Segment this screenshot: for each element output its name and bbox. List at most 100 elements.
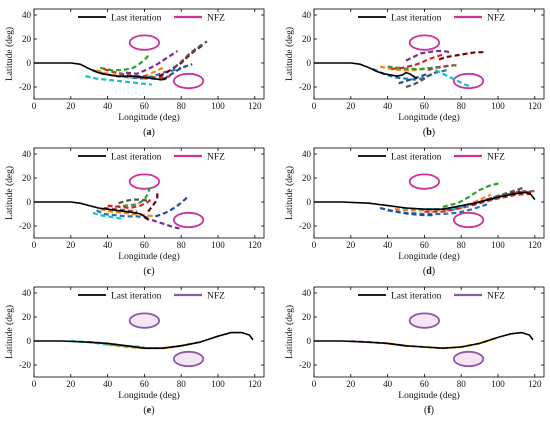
panel-label: (f) bbox=[424, 405, 434, 416]
panel-label-letter: c bbox=[147, 266, 152, 277]
y-axis-label: Latitude (deg) bbox=[284, 27, 295, 81]
y-tick-label: -20 bbox=[299, 82, 311, 92]
last-iteration-line bbox=[34, 62, 167, 81]
panel-label-paren: ) bbox=[431, 405, 434, 416]
panel-label-letter: d bbox=[426, 266, 432, 277]
axes-frame bbox=[313, 147, 545, 239]
axes-frame bbox=[313, 286, 545, 378]
panel-label-paren: ) bbox=[151, 266, 154, 277]
iteration-line bbox=[92, 211, 123, 220]
iteration-line bbox=[438, 51, 484, 61]
iteration-line bbox=[96, 209, 149, 219]
iteration-line bbox=[85, 75, 152, 86]
nfz-ellipse bbox=[128, 173, 161, 190]
x-tick-label: 60 bbox=[420, 379, 430, 389]
y-tick-label: 20 bbox=[22, 312, 32, 322]
x-tick-label: 80 bbox=[177, 101, 187, 111]
legend-label-last-iteration: Last iteration bbox=[391, 14, 442, 24]
panel-label-paren: ) bbox=[152, 127, 155, 138]
legend: Last iteration NFZ bbox=[358, 14, 505, 24]
x-tick-label: 60 bbox=[420, 240, 430, 250]
y-tick-label: 0 bbox=[307, 58, 312, 68]
y-axis-label: Latitude (deg) bbox=[284, 305, 295, 359]
legend-label-last-iteration: Last iteration bbox=[111, 153, 162, 163]
y-tick-label: 40 bbox=[302, 10, 312, 20]
panel-label-letter: e bbox=[147, 405, 152, 416]
x-tick-label: 60 bbox=[420, 101, 430, 111]
x-tick-label: 40 bbox=[383, 240, 393, 250]
trajectories bbox=[314, 49, 484, 89]
legend-label-last-iteration: Last iteration bbox=[111, 14, 162, 24]
legend: Last iteration NFZ bbox=[358, 153, 505, 163]
panel-label: (d) bbox=[423, 266, 435, 277]
trajectories bbox=[34, 40, 208, 86]
iteration-line bbox=[427, 64, 458, 72]
axes-frame bbox=[33, 147, 265, 239]
x-tick-label: 40 bbox=[103, 379, 113, 389]
iteration-line bbox=[118, 198, 149, 205]
y-tick-label: 40 bbox=[22, 10, 32, 20]
x-tick-label: 120 bbox=[248, 101, 262, 111]
y-tick-label: -20 bbox=[19, 82, 31, 92]
x-tick-label: 0 bbox=[32, 101, 37, 111]
iteration-line bbox=[114, 187, 151, 208]
panel-label-paren: ) bbox=[432, 266, 435, 277]
x-tick-label: 80 bbox=[457, 379, 467, 389]
y-tick-label: 40 bbox=[22, 149, 32, 159]
y-tick-label: 40 bbox=[302, 288, 312, 298]
panel-label-paren: ) bbox=[151, 405, 154, 416]
legend: Last iteration NFZ bbox=[78, 153, 225, 163]
legend: Last iteration NFZ bbox=[358, 292, 505, 302]
panel-label-paren: ( bbox=[424, 405, 428, 416]
panel-label-letter: f bbox=[427, 405, 431, 416]
nfz-ellipse bbox=[408, 34, 441, 51]
iteration-line bbox=[372, 67, 447, 81]
y-tick-label: -20 bbox=[19, 360, 31, 370]
x-tick-label: 20 bbox=[66, 379, 76, 389]
trajectories bbox=[34, 331, 254, 350]
x-tick-label: 40 bbox=[383, 379, 393, 389]
y-tick-label: 20 bbox=[22, 173, 32, 183]
iteration-line bbox=[144, 216, 180, 230]
iteration-line bbox=[434, 69, 473, 89]
iteration-line bbox=[162, 63, 193, 81]
x-tick-label: 100 bbox=[491, 379, 505, 389]
iteration-line bbox=[387, 64, 454, 71]
y-tick-label: -20 bbox=[19, 221, 31, 231]
axes-frame bbox=[313, 8, 545, 100]
panel-label-letter: a bbox=[147, 127, 152, 138]
legend-label-nfz: NFZ bbox=[207, 292, 225, 302]
x-tick-label: 120 bbox=[528, 379, 542, 389]
x-tick-label: 20 bbox=[346, 240, 356, 250]
nfz-ellipse bbox=[452, 350, 485, 368]
iteration-line bbox=[405, 71, 436, 89]
y-tick-label: -20 bbox=[299, 221, 311, 231]
x-axis-label: Longitude (deg) bbox=[118, 112, 179, 123]
x-tick-label: 40 bbox=[103, 101, 113, 111]
iteration-line bbox=[424, 192, 532, 213]
y-tick-label: 40 bbox=[22, 288, 32, 298]
y-tick-label: 0 bbox=[27, 336, 32, 346]
x-tick-label: 100 bbox=[491, 101, 505, 111]
x-tick-label: 80 bbox=[177, 379, 187, 389]
x-tick-label: 20 bbox=[66, 240, 76, 250]
y-tick-label: 20 bbox=[302, 34, 312, 44]
nfz-ellipse bbox=[452, 211, 485, 229]
x-tick-label: 80 bbox=[457, 240, 467, 250]
panel-label: (e) bbox=[143, 405, 154, 416]
panel-label-letter: b bbox=[426, 127, 432, 138]
y-tick-label: 0 bbox=[307, 336, 312, 346]
x-tick-label: 20 bbox=[346, 379, 356, 389]
x-tick-label: 0 bbox=[312, 240, 317, 250]
nfz-ellipse bbox=[172, 72, 205, 90]
iteration-line bbox=[398, 72, 429, 85]
x-tick-label: 120 bbox=[248, 240, 262, 250]
x-tick-label: 100 bbox=[491, 240, 505, 250]
iteration-line bbox=[92, 66, 182, 80]
last-iteration-line bbox=[34, 331, 254, 349]
y-tick-label: -20 bbox=[299, 360, 311, 370]
